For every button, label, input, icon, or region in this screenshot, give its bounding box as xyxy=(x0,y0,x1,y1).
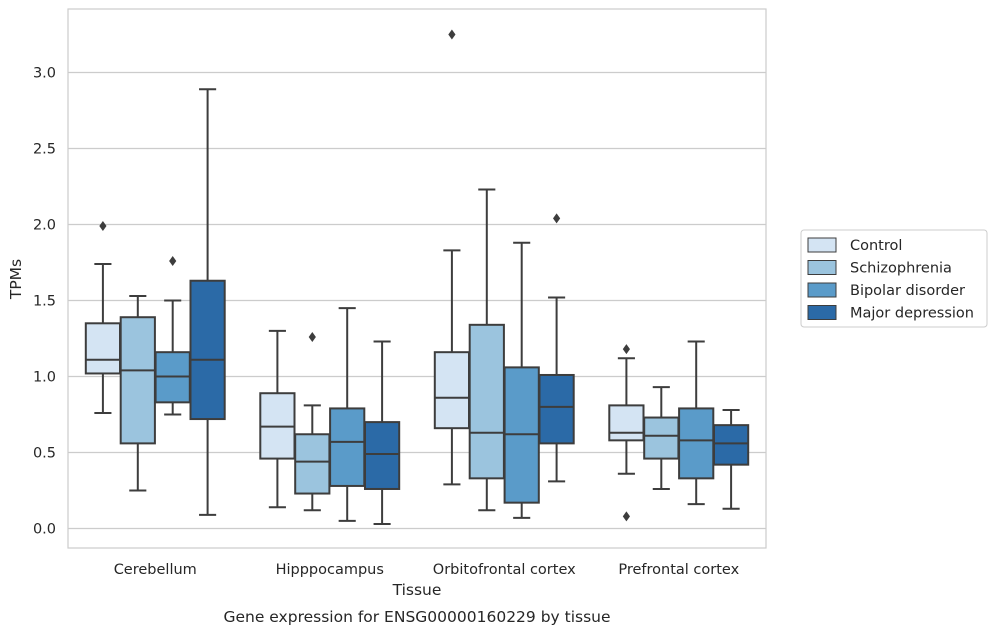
outlier-marker xyxy=(448,29,456,40)
box-iqr xyxy=(84,322,122,375)
x-axis-label: Tissue xyxy=(392,581,442,599)
x-tick-label: Hipppocampus xyxy=(276,562,384,578)
box-iqr xyxy=(329,407,366,487)
legend-swatch xyxy=(807,237,837,253)
x-axis-ticks: Cerebellum Hipppocampus Orbitofrontal cort… xyxy=(114,562,740,578)
box-major-depression xyxy=(712,408,750,510)
box-control xyxy=(608,344,645,522)
outlier-marker xyxy=(622,344,630,355)
legend-label: Schizophrenia xyxy=(850,261,952,277)
box-iqr xyxy=(189,279,226,421)
box-plots xyxy=(84,29,750,525)
legend-label: Control xyxy=(850,238,902,254)
chart-caption: Gene expression for ENSG00000160229 by t… xyxy=(223,608,610,626)
box-iqr xyxy=(678,407,715,480)
legend-frame xyxy=(800,229,988,328)
box-bipolar-disorder xyxy=(503,241,540,519)
outlier-marker xyxy=(169,255,177,266)
legend-swatch xyxy=(807,305,837,320)
x-tick-label: Cerebellum xyxy=(114,562,197,578)
box-schizophrenia xyxy=(294,331,331,512)
outlier-marker xyxy=(553,213,561,224)
outlier-marker xyxy=(99,221,107,232)
y-axis-ticks: 0.0 0.5 1.0 1.5 2.0 2.5 3.0 xyxy=(33,66,56,538)
legend-label: Bipolar disorder xyxy=(850,283,965,299)
y-tick-label: 2.5 xyxy=(33,142,56,158)
box-iqr xyxy=(294,433,331,495)
legend: Control Schizophrenia Bipolar disorder Majo… xyxy=(800,229,988,328)
y-tick-label: 1.0 xyxy=(33,370,56,386)
box-bipolar-disorder xyxy=(678,340,715,506)
outlier-marker xyxy=(308,331,316,342)
box-bipolar-disorder xyxy=(329,307,366,522)
y-axis-label: TPMs xyxy=(7,259,25,300)
x-tick-label: Prefrontal cortex xyxy=(618,562,739,578)
box-schizophrenia xyxy=(119,294,156,492)
x-tick-label: Orbitofrontal cortex xyxy=(433,562,576,578)
box-iqr xyxy=(643,416,680,460)
box-iqr xyxy=(712,424,750,466)
box-control xyxy=(433,29,471,486)
y-tick-label: 1.5 xyxy=(33,294,56,310)
box-schizophrenia xyxy=(468,188,505,512)
box-bipolar-disorder xyxy=(154,255,191,416)
box-iqr xyxy=(119,316,156,445)
legend-label: Major depression xyxy=(850,306,974,322)
box-iqr xyxy=(608,404,645,442)
box-iqr xyxy=(433,351,471,430)
box-major-depression xyxy=(363,340,401,525)
legend-swatch xyxy=(807,260,837,275)
y-tick-label: 2.0 xyxy=(33,218,56,234)
box-major-depression xyxy=(189,88,226,516)
box-control xyxy=(259,329,296,509)
plot-frame xyxy=(67,8,767,549)
outlier-marker xyxy=(622,511,630,522)
box-iqr xyxy=(538,373,575,445)
y-tick-label: 3.0 xyxy=(33,66,56,82)
y-tick-label: 0.0 xyxy=(33,522,56,538)
box-control xyxy=(84,221,122,414)
box-iqr xyxy=(468,323,505,480)
box-schizophrenia xyxy=(643,386,680,490)
box-major-depression xyxy=(538,213,575,483)
box-iqr xyxy=(363,421,401,490)
legend-swatch xyxy=(807,282,837,298)
y-tick-label: 0.5 xyxy=(33,446,56,462)
